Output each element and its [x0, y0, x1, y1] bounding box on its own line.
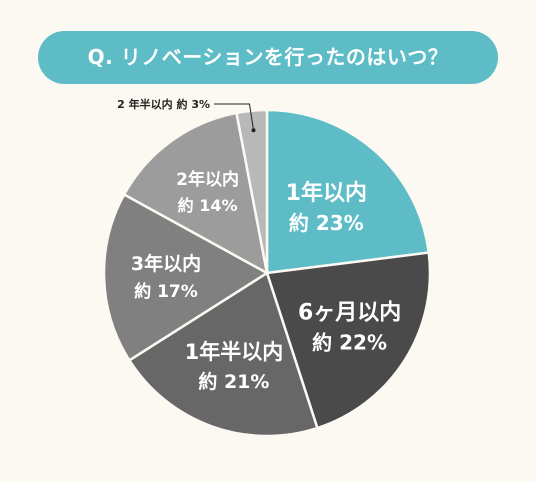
callout-leader-line [214, 103, 254, 131]
pie-slice-4 [102, 193, 269, 362]
slice-value-1: 約 23% [289, 211, 364, 235]
pie-slice-1 [265, 108, 430, 275]
slice-label-1: 1年以内 [286, 180, 367, 206]
slice-value-3: 約 21% [198, 370, 269, 393]
pie-slice-2 [265, 251, 432, 430]
slice-value-5: 約 14% [178, 196, 238, 215]
slice-label-4: 3年以内 [131, 252, 201, 275]
slice-label-3: 1年半以内 [185, 340, 284, 364]
pie-slice-5 [122, 111, 269, 275]
slice-label-5: 2年以内 [176, 169, 239, 190]
pie-slice-6 [235, 108, 269, 275]
slice-value-2: 約 22% [312, 330, 387, 354]
pie-slice-3 [128, 271, 319, 438]
slice-value-4: 約 17% [134, 281, 198, 302]
callout-label: 2 年半以内 約 3% [117, 97, 210, 111]
chart-title: Q. リノベーションを行ったのはいつ？ [38, 31, 498, 84]
slice-label-2: 6ヶ月以内 [298, 300, 401, 325]
